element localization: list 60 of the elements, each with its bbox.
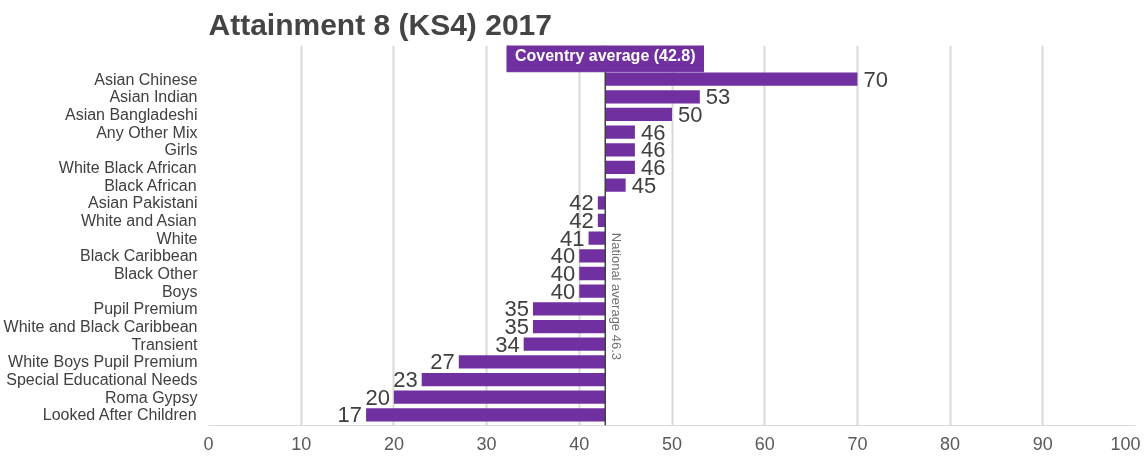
y-tick-label: Special Educational Needs: [6, 371, 198, 389]
y-tick-label: Asian Chinese: [94, 70, 198, 88]
y-tick-label: White Boys Pupil Premium: [8, 353, 198, 371]
x-tick-label: 50: [661, 433, 683, 454]
data-label: 27: [430, 349, 455, 375]
bar: [393, 390, 606, 404]
y-tick-label: Girls: [164, 141, 198, 159]
bar: [605, 107, 672, 122]
y-tick-label: White Black African: [58, 158, 197, 176]
y-tick-label: Looked After Children: [42, 406, 197, 424]
bar: [605, 178, 626, 192]
y-tick-label: Asian Pakistani: [88, 194, 198, 212]
y-tick-label: White: [156, 229, 198, 247]
bar: [579, 284, 606, 298]
bar: [579, 266, 606, 281]
y-tick-label: Black Other: [113, 265, 199, 282]
x-tick-label: 90: [1032, 433, 1053, 454]
data-label: 17: [337, 402, 363, 428]
bar: [458, 355, 606, 369]
y-tick-label: Black African: [104, 176, 197, 194]
y-tick-label: Boys: [161, 282, 198, 300]
bar: [532, 302, 606, 316]
x-tick-label: 100: [1110, 433, 1141, 454]
y-tick-label: Asian Indian: [109, 88, 198, 106]
x-tick-label: 60: [754, 433, 775, 454]
bar: [605, 90, 700, 104]
x-tick-label: 30: [476, 433, 497, 454]
y-tick-label: White and Black Caribbean: [3, 318, 198, 336]
y-tick-label: Any Other Mix: [96, 123, 198, 141]
bar: [605, 125, 635, 139]
data-label: 50: [678, 101, 703, 127]
bar: [366, 408, 606, 422]
data-label: 53: [705, 84, 731, 110]
y-tick-label: Roma Gypsy: [105, 388, 198, 406]
x-tick-label: 80: [940, 433, 961, 454]
y-tick-label: Pupil Premium: [93, 300, 198, 318]
bar: [605, 143, 635, 157]
bar: [421, 372, 606, 387]
bar: [579, 249, 606, 263]
x-tick-label: 10: [291, 433, 312, 454]
annotation: National average 46.3: [608, 232, 624, 360]
x-tick-label: 70: [847, 433, 868, 454]
x-tick-label: 20: [383, 433, 404, 454]
bar: [532, 319, 606, 334]
data-label: 23: [393, 367, 418, 393]
ref-line-label: Coventry average (42.8): [514, 46, 696, 64]
bar: [597, 213, 606, 228]
bar: [605, 160, 635, 175]
chart-title: Attainment 8 (KS4) 2017: [208, 7, 552, 41]
x-tick-label: 0: [203, 433, 214, 454]
bar: [588, 231, 606, 245]
y-tick-label: White and Asian: [80, 211, 197, 229]
x-tick-label: 40: [569, 433, 590, 454]
y-tick-label: Black Caribbean: [80, 247, 198, 265]
data-label: 70: [863, 66, 888, 92]
y-tick-label: Transient: [131, 335, 199, 353]
bar: [523, 337, 606, 351]
y-tick-label: Asian Bangladeshi: [64, 105, 198, 123]
bar: [597, 196, 606, 210]
data-label: 20: [365, 384, 390, 410]
